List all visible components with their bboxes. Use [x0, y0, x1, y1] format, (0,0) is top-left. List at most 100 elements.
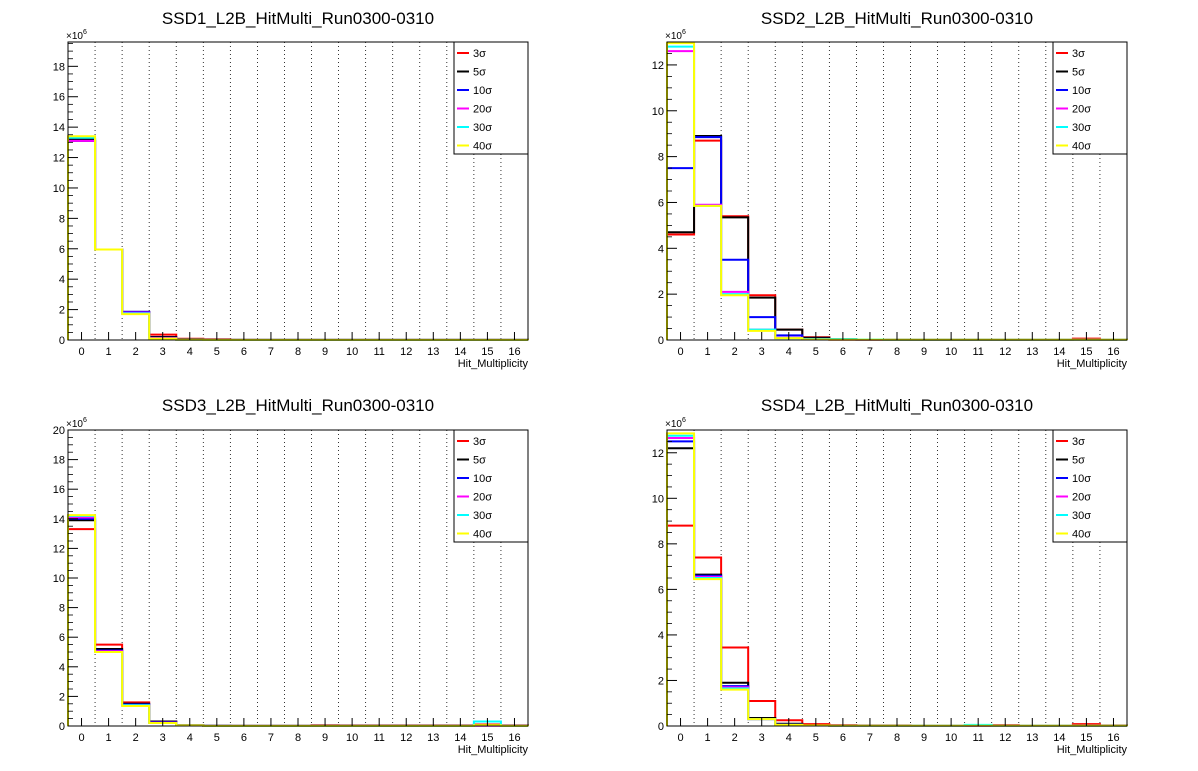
y-tick-label: 10: [53, 573, 65, 585]
y-tick-label: 2: [658, 289, 664, 301]
x-tick-label: 2: [133, 346, 139, 358]
legend: 3σ 5σ 10σ 20σ 30σ 40σ: [1052, 429, 1128, 543]
y-tick-label: 2: [59, 305, 65, 317]
legend-entry-5: 40σ: [1072, 529, 1091, 541]
legend-box: [1052, 429, 1128, 543]
y-tick-label: 8: [59, 213, 65, 225]
x-tick-label: 11: [373, 346, 384, 358]
legend-entry-1: 5σ: [473, 67, 486, 79]
series-1-line: [67, 519, 529, 727]
x-tick-label: 13: [427, 346, 439, 358]
x-tick-label: 7: [268, 346, 274, 358]
chart-title: SSD3_L2B_HitMulti_Run0300-0310: [162, 396, 434, 415]
legend-entry-4: 30σ: [473, 510, 492, 522]
series-1-line: [67, 138, 529, 341]
y-tick-label: 16: [53, 92, 65, 104]
y-tick-label: 18: [53, 61, 65, 73]
y-tick-label: 0: [59, 335, 65, 347]
y-tick-label: 12: [652, 60, 664, 72]
legend-entry-1: 5σ: [1072, 455, 1085, 467]
legend-entry-0: 3σ: [473, 48, 486, 60]
x-tick-label: 14: [1053, 346, 1065, 358]
y-multiplier-exponent: 6: [682, 29, 686, 36]
y-multiplier-exponent: 6: [83, 29, 87, 36]
y-tick-label: 18: [53, 455, 65, 467]
legend: 3σ 5σ 10σ 20σ 30σ 40σ: [453, 41, 529, 155]
legend-entry-1: 5σ: [1072, 67, 1085, 79]
x-tick-label: 1: [705, 346, 711, 358]
x-tick-label: 11: [373, 732, 384, 744]
x-tick-label: 6: [241, 732, 247, 744]
x-tick-label: 1: [705, 732, 711, 744]
x-tick-label: 13: [427, 732, 439, 744]
y-tick-label: 0: [658, 335, 664, 347]
x-tick-label: 16: [1107, 346, 1119, 358]
y-tick-label: 4: [59, 662, 65, 674]
legend-entry-0: 3σ: [473, 436, 486, 448]
x-tick-label: 16: [508, 732, 520, 744]
x-tick-label: 5: [813, 732, 819, 744]
x-tick-label: 0: [677, 732, 683, 744]
y-tick-label: 4: [658, 243, 664, 255]
x-tick-label: 2: [732, 346, 738, 358]
legend-entry-5: 40σ: [1072, 141, 1091, 153]
legend-entry-5: 40σ: [473, 141, 492, 153]
legend-entry-3: 20σ: [1072, 104, 1091, 116]
series-0-line: [67, 528, 529, 727]
x-tick-label: 16: [1107, 732, 1119, 744]
x-axis-label: Hit_Multiplicity: [458, 744, 529, 756]
legend-entry-5: 40σ: [473, 529, 492, 541]
x-tick-label: 10: [945, 346, 957, 358]
x-tick-label: 8: [894, 732, 900, 744]
y-tick-label: 8: [59, 603, 65, 615]
x-tick-label: 10: [945, 732, 957, 744]
x-tick-label: 5: [813, 346, 819, 358]
y-tick-label: 4: [658, 630, 664, 642]
x-tick-label: 13: [1026, 346, 1038, 358]
y-tick-label: 8: [658, 539, 664, 551]
y-tick-label: 10: [53, 183, 65, 195]
y-tick-label: 4: [59, 274, 65, 286]
legend-entry-1: 5σ: [473, 455, 486, 467]
x-tick-label: 4: [786, 346, 792, 358]
y-tick-label: 6: [658, 584, 664, 596]
x-tick-label: 0: [78, 732, 84, 744]
series-1-line: [666, 134, 1128, 341]
x-tick-label: 8: [295, 346, 301, 358]
y-multiplier-label: ×106: [665, 417, 686, 430]
x-axis-label: Hit_Multiplicity: [458, 358, 529, 370]
series-3-line: [67, 516, 529, 727]
x-tick-label: 9: [921, 346, 927, 358]
legend-entry-3: 20σ: [1072, 492, 1091, 504]
y-multiplier-exponent: 6: [682, 417, 686, 424]
legend-entry-2: 10σ: [473, 473, 492, 485]
y-multiplier-base: ×10: [66, 31, 83, 42]
y-tick-label: 10: [652, 493, 664, 505]
x-tick-label: 1: [106, 732, 112, 744]
y-tick-label: 2: [658, 675, 664, 687]
x-tick-label: 3: [160, 346, 166, 358]
x-tick-label: 15: [481, 732, 493, 744]
y-tick-label: 0: [59, 721, 65, 733]
x-tick-label: 6: [840, 346, 846, 358]
x-tick-label: 1: [106, 346, 112, 358]
y-multiplier-label: ×106: [66, 417, 87, 430]
x-tick-label: 12: [400, 732, 412, 744]
series-0-line: [666, 524, 1128, 727]
x-tick-label: 0: [677, 346, 683, 358]
series-4-line: [67, 514, 529, 727]
x-tick-label: 3: [160, 732, 166, 744]
y-tick-label: 14: [53, 514, 65, 526]
legend-entry-2: 10σ: [1072, 473, 1091, 485]
series-2-line: [67, 139, 529, 341]
x-tick-label: 2: [133, 732, 139, 744]
legend-box: [1052, 41, 1128, 155]
legend-entry-4: 30σ: [1072, 122, 1091, 134]
y-tick-label: 0: [658, 721, 664, 733]
x-tick-label: 12: [400, 346, 412, 358]
y-multiplier-label: ×106: [66, 29, 87, 42]
y-tick-label: 6: [658, 197, 664, 209]
legend-entry-3: 20σ: [473, 492, 492, 504]
series-2-line: [67, 517, 529, 727]
y-tick-label: 16: [53, 484, 65, 496]
